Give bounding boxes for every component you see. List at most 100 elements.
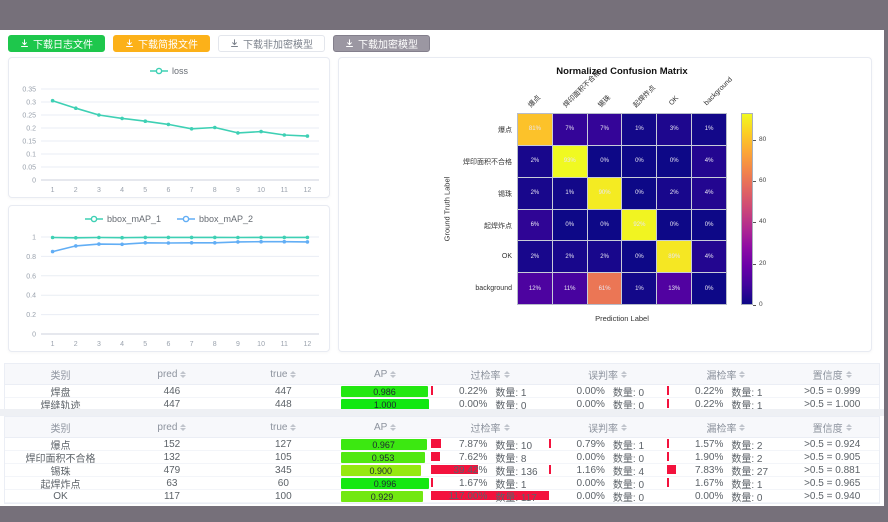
svg-text:5: 5 (143, 187, 147, 194)
sort-icon[interactable] (845, 370, 852, 378)
sort-icon[interactable] (739, 370, 746, 378)
matrix-cell: 2% (657, 177, 692, 209)
col-header-ap[interactable]: AP (339, 364, 432, 384)
col-header-label: true (270, 368, 288, 380)
col-header-over[interactable]: 过检率 (431, 364, 548, 384)
legend-marker (84, 215, 103, 222)
cell-mis: 0.79% 数量: 1 (548, 438, 667, 452)
col-header-cls: 类别 (5, 364, 116, 384)
col-header-ap[interactable]: AP (339, 417, 432, 437)
rate-count: 数量: 0 (731, 492, 763, 504)
confusion-matrix-card: Normalized Confusion Matrix Ground Truth… (338, 57, 872, 352)
svg-text:1: 1 (51, 341, 55, 348)
rate-count: 数量: 1 (495, 479, 527, 491)
col-header-pred[interactable]: pred (116, 364, 228, 384)
rate-text: 0.00% 数量: 0 (549, 490, 667, 504)
svg-text:9: 9 (236, 341, 240, 348)
svg-text:0.3: 0.3 (26, 100, 36, 107)
cell-pred: 446 (115, 385, 228, 398)
sort-icon[interactable] (390, 423, 397, 431)
rate-percent: 1.67% (459, 477, 488, 489)
cell-pred: 479 (115, 464, 228, 477)
rate-percent: 0.22% (694, 385, 724, 397)
sort-icon[interactable] (845, 423, 852, 431)
sort-icon[interactable] (390, 370, 397, 378)
sort-icon[interactable] (180, 423, 187, 431)
sort-icon[interactable] (503, 423, 510, 431)
defect-metrics-table: 类别 pred true AP 过检率 误判率 漏检率 置信度 爆点 152 127 0.967 7.8… (4, 416, 880, 504)
download-log-button[interactable]: 下载日志文件 (8, 35, 105, 52)
matrix-cell: 93% (552, 145, 587, 177)
cell-pred: 152 (115, 438, 228, 451)
col-header-label: 误判率 (588, 370, 619, 382)
rate-cell: 0.79% 数量: 1 (548, 438, 667, 452)
rate-bar (666, 452, 669, 461)
rate-bar (666, 399, 669, 408)
cell-ap: 0.929 (338, 490, 432, 503)
rate-count: 数量: 0 (612, 479, 645, 491)
rate-percent: 0.00% (576, 385, 605, 397)
cell-mis: 0.00% 数量: 0 (548, 477, 667, 491)
col-header-conf[interactable]: 置信度 (785, 364, 879, 384)
matrix-cell: 0% (657, 209, 692, 241)
download-report-button[interactable]: 下载简报文件 (113, 35, 210, 52)
matrix-col-label: background (703, 76, 734, 107)
cell-true: 60 (227, 477, 339, 490)
sort-icon[interactable] (180, 370, 187, 378)
col-header-label: pred (157, 368, 178, 380)
legend-item-bbox_mAP_1[interactable]: bbox_mAP_1 (84, 213, 161, 224)
sort-icon[interactable] (621, 370, 628, 378)
rate-percent: 0.00% (576, 398, 605, 410)
rate-bar (431, 439, 441, 448)
rate-percent: 1.67% (694, 477, 724, 489)
rate-bar (431, 491, 549, 500)
button-label: 下载非加密模型 (243, 40, 313, 51)
matrix-cell-value: 0% (635, 158, 644, 165)
colorbar-tick-mark (753, 305, 756, 306)
matrix-cell: 0% (622, 241, 657, 273)
sort-icon[interactable] (621, 423, 628, 431)
sort-icon[interactable] (290, 370, 297, 378)
legend-item-loss[interactable]: loss (149, 65, 188, 76)
cell-cls: 起焊炸点 (5, 477, 116, 491)
col-header-miss[interactable]: 漏检率 (667, 364, 786, 384)
sort-icon[interactable] (503, 370, 510, 378)
col-header-over[interactable]: 过检率 (431, 417, 548, 437)
rate-text: 1.57% 数量: 2 (667, 438, 786, 452)
col-header-mis[interactable]: 误判率 (549, 364, 667, 384)
col-header-true[interactable]: true (228, 417, 339, 437)
colorbar-tick-label: 0 (759, 301, 763, 308)
legend-marker (149, 67, 168, 74)
rate-cell: 1.67% 数量: 1 (431, 477, 548, 491)
legend-item-bbox_mAP_2[interactable]: bbox_mAP_2 (177, 213, 253, 224)
col-header-pred[interactable]: pred (116, 417, 228, 437)
legend-label: loss (171, 65, 188, 76)
loss-chart-card: loss 0 0.05 0.1 0.15 0.2 0.25 0.3 0.35 1 2 3 4 5 6 7 8 9… (8, 57, 330, 198)
rate-bar (431, 452, 441, 461)
svg-text:0.8: 0.8 (26, 254, 36, 261)
matrix-cell: 1% (552, 177, 587, 209)
matrix-cell-value: 1% (635, 126, 644, 133)
rate-text: 1.67% 数量: 1 (667, 477, 786, 491)
matrix-cell: 3% (657, 114, 692, 145)
download-plain-model-button[interactable]: 下载非加密模型 (218, 35, 325, 52)
svg-text:12: 12 (304, 187, 312, 194)
col-header-miss[interactable]: 漏检率 (667, 417, 786, 437)
rate-percent: 1.90% (694, 451, 724, 463)
sort-icon[interactable] (739, 423, 746, 431)
col-header-mis[interactable]: 误判率 (549, 417, 667, 437)
svg-text:6: 6 (166, 341, 170, 348)
download-encrypted-model-button[interactable]: 下载加密模型 (333, 35, 430, 52)
sort-icon[interactable] (290, 423, 297, 431)
cell-true: 447 (227, 385, 339, 398)
ap-bar: 0.996 (340, 478, 430, 489)
rate-count: 数量: 1 (731, 400, 763, 412)
col-header-label: 过检率 (470, 370, 501, 382)
table-row: OK 117 100 0.929 117.00% 数量: 117 0.00% 数量: 0 0.0… (5, 490, 879, 504)
col-header-label: 类别 (50, 423, 71, 435)
svg-text:2: 2 (74, 341, 78, 348)
col-header-true[interactable]: true (228, 364, 339, 384)
series-line-bbox_mAP_2 (52, 240, 308, 253)
legend-label: bbox_mAP_1 (106, 213, 161, 224)
col-header-conf[interactable]: 置信度 (785, 417, 879, 437)
